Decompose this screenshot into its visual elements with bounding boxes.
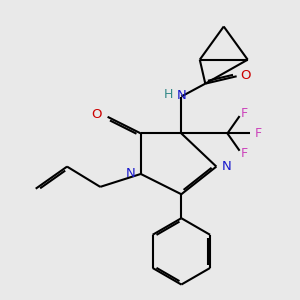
Text: F: F	[255, 127, 262, 140]
Text: O: O	[241, 69, 251, 82]
Text: N: N	[126, 167, 135, 181]
Text: N: N	[177, 89, 187, 102]
Text: F: F	[240, 106, 247, 120]
Text: H: H	[164, 88, 173, 101]
Text: N: N	[222, 160, 232, 173]
Text: O: O	[91, 108, 102, 121]
Text: F: F	[240, 147, 247, 160]
